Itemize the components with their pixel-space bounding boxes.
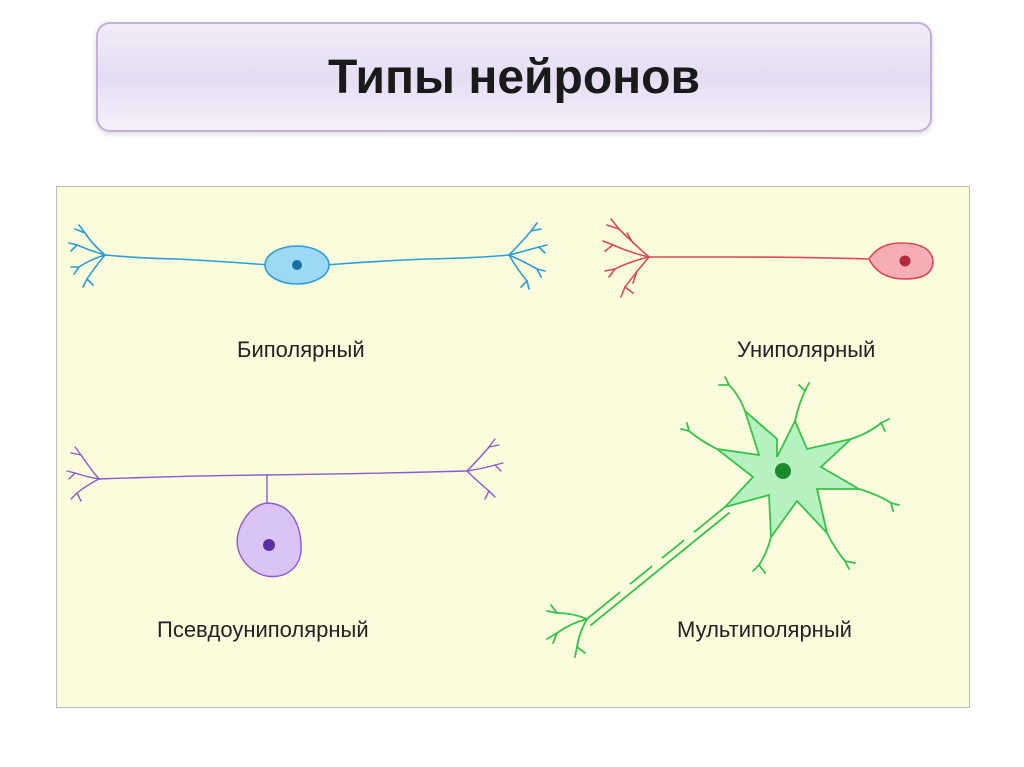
bipolar-neuron xyxy=(69,223,547,289)
diagram-panel: Биполярный Униполярный Псевдоуниполярный… xyxy=(56,186,970,708)
unipolar-label: Униполярный xyxy=(737,337,875,363)
page-title: Типы нейронов xyxy=(328,50,700,105)
multipolar-label: Мультиполярный xyxy=(677,617,852,643)
pseudounipolar-label: Псевдоуниполярный xyxy=(157,617,369,643)
unipolar-neuron xyxy=(603,219,933,297)
multipolar-neuron xyxy=(547,377,899,657)
bipolar-label: Биполярный xyxy=(237,337,365,363)
title-banner: Типы нейронов xyxy=(96,22,932,132)
pseudounipolar-neuron xyxy=(67,439,503,577)
